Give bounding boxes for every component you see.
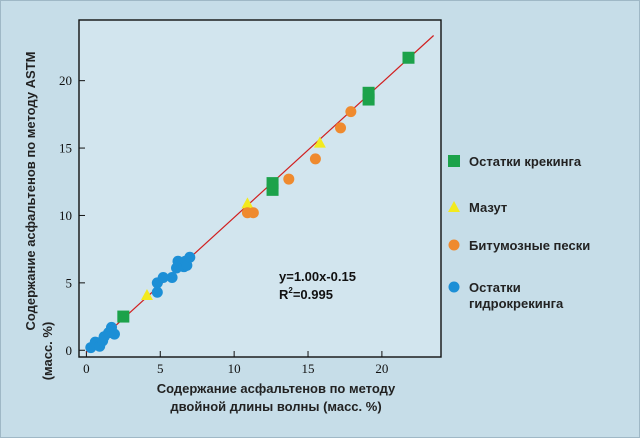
y-tick-label: 10 [59, 208, 72, 223]
y-axis-title-line1: Содержание асфальтенов по методу ASTM [23, 52, 38, 331]
y-tick-label: 5 [66, 275, 73, 290]
legend-label: Остатки крекинга [469, 154, 582, 169]
legend-marker [448, 201, 460, 212]
legend-label: Битумозные пески [469, 238, 590, 253]
x-tick-label: 5 [157, 361, 164, 376]
legend-marker [448, 281, 460, 293]
x-axis-title-line1: Содержание асфальтенов по методу [157, 381, 396, 396]
data-point [402, 51, 415, 64]
data-point [184, 251, 196, 263]
legend-label: Остатки [469, 280, 521, 295]
legend: Остатки крекинга Мазут Битумозные пески Ост… [448, 154, 590, 311]
data-point [140, 288, 153, 300]
axis-ticks: 0 5 10 15 20 0 5 10 15 20 [59, 73, 388, 376]
data-point [157, 271, 169, 283]
r-squared: R2=0.995 [279, 286, 333, 302]
x-axis-title-line2: двойной длины волны (масс. %) [170, 399, 381, 414]
y-tick-label: 20 [59, 73, 72, 88]
legend-marker [448, 155, 460, 167]
y-axis-title-line2: (масс. %) [40, 322, 55, 381]
data-point [151, 286, 163, 298]
data-points [85, 51, 415, 354]
x-tick-label: 10 [228, 361, 241, 376]
data-point [117, 310, 130, 323]
legend-marker [448, 239, 460, 251]
x-tick-label: 20 [375, 361, 388, 376]
data-point [335, 122, 347, 134]
data-point [266, 177, 279, 190]
data-point [108, 328, 120, 340]
data-point [313, 136, 326, 148]
data-point [283, 173, 295, 185]
data-point [241, 197, 254, 209]
data-point [247, 207, 259, 219]
data-point [309, 153, 321, 165]
fit-equation: y=1.00x-0.15 [279, 269, 356, 284]
data-point [362, 86, 375, 99]
data-point [166, 271, 178, 283]
x-tick-label: 0 [83, 361, 90, 376]
data-point [345, 106, 357, 118]
legend-label: Мазут [469, 200, 507, 215]
plot-area [78, 19, 442, 358]
legend-label: гидрокрекинга [469, 296, 564, 311]
x-tick-label: 15 [302, 361, 315, 376]
y-tick-label: 0 [66, 343, 73, 358]
y-tick-label: 15 [59, 141, 72, 156]
